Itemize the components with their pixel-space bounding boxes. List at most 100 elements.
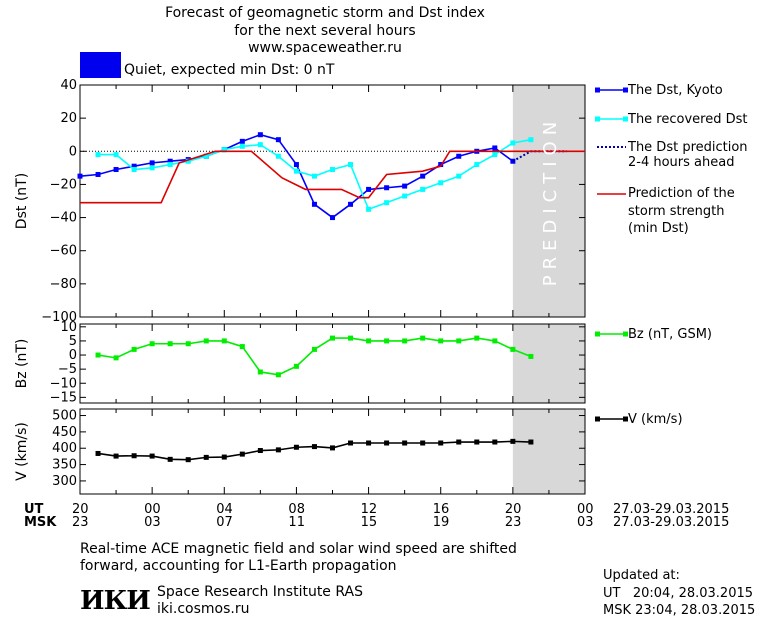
- dst-series-1-point: [402, 193, 408, 199]
- chart-title-line1: Forecast of geomagnetic storm and Dst in…: [165, 5, 485, 21]
- legend-storm-line2: storm strength: [628, 204, 725, 219]
- dst-series-0-point: [348, 201, 354, 207]
- dst-series-0-point: [77, 173, 83, 179]
- legend-marker-bz-point: [623, 331, 628, 337]
- dst-series-1-point: [474, 162, 480, 168]
- v-ytick-label: 450: [52, 425, 77, 440]
- bz-series-0-point: [348, 335, 354, 341]
- v-series-0-point: [239, 451, 245, 457]
- v-series-0-point: [131, 453, 137, 459]
- v-series-0-point: [275, 447, 281, 453]
- ut-tick-label: 20: [504, 502, 522, 517]
- iki-logo: ИКИ: [80, 586, 151, 616]
- dst-series-1-point: [492, 152, 498, 158]
- dst-series-1-point: [149, 165, 155, 171]
- dst-series-1-point: [221, 147, 227, 153]
- bz-ytick-label: −15: [50, 390, 77, 405]
- dst-prediction-zone: [512, 85, 585, 317]
- prediction-label: PREDICTION: [540, 116, 561, 286]
- dst-series-0-point: [420, 173, 426, 179]
- v-series-0-point: [293, 444, 299, 450]
- dst-series-0-point: [113, 167, 119, 173]
- bz-series-0-point: [203, 338, 209, 344]
- dst-series-0-point: [402, 183, 408, 189]
- dst-panel: 40 20 0 −20 −40 −60 −80 −100 Dst (nT): [14, 78, 586, 325]
- updated-msk: MSK 23:04, 28.03.2015: [603, 603, 756, 618]
- bz-series-0-point: [239, 344, 245, 350]
- bz-series-0-point: [95, 352, 101, 358]
- legend-marker-bz-point: [595, 331, 600, 337]
- dst-series-1-point: [239, 143, 245, 149]
- bz-ytick-label: −10: [50, 376, 77, 391]
- dst-series-1-point: [348, 162, 354, 168]
- legend-dst-pred-line2: 2-4 hours ahead: [628, 155, 735, 170]
- ut-tick-label: 08: [288, 502, 305, 517]
- dst-series-1-point: [185, 158, 191, 164]
- bz-ylabel: Bz (nT): [14, 339, 30, 389]
- ut-label: UT: [24, 502, 44, 517]
- msk-tick-label: 15: [360, 515, 378, 530]
- institute-site: iki.cosmos.ru: [157, 601, 250, 617]
- dst-series-1-point: [420, 186, 426, 192]
- v-series-0-point: [420, 440, 426, 446]
- v-series-0-point: [167, 456, 173, 462]
- bz-series-0-point: [330, 335, 335, 341]
- dst-ytick-label: 0: [69, 144, 77, 159]
- v-series-0-point: [438, 440, 444, 446]
- bz-prediction-zone: [512, 324, 585, 403]
- bz-ytick-label: 0: [69, 348, 77, 363]
- v-series-0-point: [203, 454, 209, 460]
- v-ytick-label: 350: [52, 458, 77, 473]
- dst-series-1-point: [167, 162, 173, 168]
- dst-series-1-point: [131, 167, 137, 173]
- legend-marker-dst-kyoto-point: [595, 87, 600, 93]
- footer-note-line2: forward, accounting for L1-Earth propaga…: [80, 558, 397, 574]
- bz-series-0-point: [311, 346, 317, 352]
- dst-series-1-point: [456, 173, 462, 179]
- dst-series-0-point: [131, 163, 137, 169]
- msk-label: MSK: [24, 515, 57, 530]
- bz-series-0-point: [131, 346, 137, 352]
- bz-series-0-point: [510, 346, 516, 352]
- bz-series-0-point: [384, 338, 390, 344]
- dst-series-1-point: [384, 200, 390, 206]
- dst-series-1-point: [311, 173, 317, 179]
- chart-title-line3: www.spaceweather.ru: [248, 40, 402, 56]
- v-series-0-point: [257, 448, 263, 454]
- dst-series-0-point: [366, 186, 372, 192]
- v-ylabel: V (km/s): [14, 422, 30, 481]
- legend-marker-dst-recovered-point: [623, 116, 628, 122]
- dst-series-1-point: [510, 140, 516, 146]
- bz-series-0-line: [97, 337, 532, 376]
- dst-ylabel: Dst (nT): [14, 173, 30, 229]
- v-series-0-point: [113, 453, 119, 459]
- bz-series-0-point: [528, 353, 534, 359]
- dst-series-0-point: [293, 162, 299, 168]
- dst-ytick-label: −60: [50, 244, 77, 259]
- legend-marker-dst-kyoto-point: [623, 87, 628, 93]
- ut-tick-label: 12: [360, 502, 378, 517]
- dst-series-1-point: [257, 142, 263, 148]
- chart-title-line2: for the next several hours: [234, 23, 416, 39]
- bz-series-0-point: [149, 341, 155, 347]
- dst-series-1-point: [113, 152, 119, 158]
- status-swatch: [80, 52, 121, 78]
- dst-series-0-point: [384, 185, 390, 191]
- dst-series-1-point: [366, 206, 372, 212]
- bz-series-0-point: [456, 338, 462, 344]
- bz-series-0-point: [167, 341, 173, 347]
- dst-series-0-line: [79, 133, 514, 219]
- dst-series-3-line: [80, 150, 585, 204]
- dst-series-0-point: [492, 145, 498, 151]
- bz-ytick-label: −5: [58, 362, 77, 377]
- dst-ytick-label: −100: [41, 310, 77, 325]
- dst-series-1-point: [293, 168, 299, 174]
- msk-tick-label: 03: [577, 515, 594, 530]
- v-series-0-point: [510, 438, 516, 444]
- legend-marker-v-point: [595, 416, 600, 422]
- bz-series-0-point: [420, 335, 426, 341]
- legend-dst-kyoto: The Dst, Kyoto: [628, 83, 723, 98]
- dst-series-1-point: [528, 137, 534, 143]
- v-frame: [79, 408, 586, 495]
